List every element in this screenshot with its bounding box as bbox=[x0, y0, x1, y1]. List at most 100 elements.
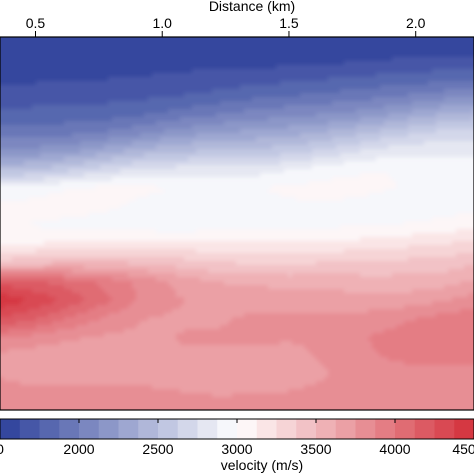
velocity-cell bbox=[400, 181, 405, 186]
velocity-cell bbox=[320, 189, 325, 194]
velocity-cell bbox=[340, 61, 345, 66]
velocity-cell bbox=[20, 177, 25, 182]
velocity-cell bbox=[428, 169, 433, 174]
velocity-cell bbox=[292, 85, 297, 90]
velocity-cell bbox=[72, 113, 77, 118]
velocity-cell bbox=[332, 49, 337, 54]
velocity-cell bbox=[96, 193, 101, 198]
velocity-cell bbox=[88, 73, 93, 78]
velocity-cell bbox=[64, 65, 69, 70]
velocity-cell bbox=[44, 61, 49, 66]
velocity-cell bbox=[104, 93, 109, 98]
velocity-cell bbox=[240, 165, 245, 170]
velocity-cell bbox=[356, 89, 361, 94]
velocity-cell bbox=[172, 185, 177, 190]
velocity-cell bbox=[128, 41, 133, 46]
velocity-cell bbox=[364, 121, 369, 126]
velocity-cell bbox=[420, 45, 425, 50]
velocity-cell bbox=[320, 89, 325, 94]
velocity-cell bbox=[296, 61, 301, 66]
velocity-cell bbox=[252, 77, 257, 82]
velocity-cell bbox=[168, 193, 173, 198]
velocity-cell bbox=[60, 113, 65, 118]
velocity-cell bbox=[424, 113, 429, 118]
velocity-cell bbox=[60, 77, 65, 82]
velocity-cell bbox=[52, 193, 57, 198]
velocity-cell bbox=[208, 157, 213, 162]
velocity-cell bbox=[80, 109, 85, 114]
velocity-cell bbox=[276, 53, 281, 58]
velocity-cell bbox=[100, 141, 105, 146]
velocity-cell bbox=[328, 57, 333, 62]
velocity-cell bbox=[440, 141, 445, 146]
velocity-cell bbox=[192, 105, 197, 110]
velocity-cell bbox=[92, 65, 97, 70]
velocity-cell bbox=[216, 149, 221, 154]
velocity-cell bbox=[220, 61, 225, 66]
velocity-cell bbox=[456, 69, 461, 74]
velocity-cell bbox=[100, 69, 105, 74]
velocity-cell bbox=[264, 173, 269, 178]
velocity-cell bbox=[88, 113, 93, 118]
velocity-cell bbox=[464, 85, 469, 90]
velocity-cell bbox=[244, 65, 249, 70]
velocity-cell bbox=[112, 185, 117, 190]
velocity-cell bbox=[276, 157, 281, 162]
velocity-cell bbox=[296, 153, 301, 158]
velocity-cell bbox=[408, 69, 413, 74]
velocity-cell bbox=[236, 77, 241, 82]
velocity-cell bbox=[264, 165, 269, 170]
velocity-cell bbox=[432, 77, 437, 82]
velocity-cell bbox=[348, 133, 353, 138]
velocity-cell bbox=[44, 177, 49, 182]
velocity-cell bbox=[76, 57, 81, 62]
velocity-cell bbox=[324, 53, 329, 58]
velocity-cell bbox=[300, 105, 305, 110]
velocity-cell bbox=[36, 117, 41, 122]
velocity-cell bbox=[44, 173, 49, 178]
velocity-cell bbox=[36, 133, 41, 138]
velocity-cell bbox=[188, 57, 193, 62]
velocity-cell bbox=[296, 97, 301, 102]
velocity-cell bbox=[28, 109, 33, 114]
velocity-cell bbox=[472, 93, 474, 98]
velocity-cell bbox=[124, 121, 129, 126]
velocity-cell bbox=[296, 117, 301, 122]
velocity-cell bbox=[344, 173, 349, 178]
velocity-cell bbox=[396, 81, 401, 86]
velocity-cell bbox=[72, 73, 77, 78]
velocity-cell bbox=[428, 45, 433, 50]
velocity-cell bbox=[124, 85, 129, 90]
velocity-cell bbox=[468, 157, 473, 162]
velocity-cell bbox=[320, 93, 325, 98]
velocity-cell bbox=[340, 41, 345, 46]
velocity-cell bbox=[208, 193, 213, 198]
velocity-cell bbox=[160, 37, 165, 42]
velocity-cell bbox=[224, 137, 229, 142]
velocity-cell bbox=[468, 121, 473, 126]
velocity-cell bbox=[176, 149, 181, 154]
velocity-cell bbox=[128, 177, 133, 182]
velocity-cell bbox=[180, 177, 185, 182]
velocity-cell bbox=[40, 193, 45, 198]
velocity-cell bbox=[224, 81, 229, 86]
velocity-cell bbox=[132, 153, 137, 158]
velocity-cell bbox=[320, 157, 325, 162]
velocity-cell bbox=[224, 101, 229, 106]
velocity-cell bbox=[272, 77, 277, 82]
velocity-cell bbox=[120, 133, 125, 138]
velocity-cell bbox=[112, 69, 117, 74]
velocity-cell bbox=[208, 65, 213, 70]
velocity-cell bbox=[136, 145, 141, 150]
velocity-cell bbox=[236, 73, 241, 78]
velocity-cell bbox=[152, 181, 157, 186]
velocity-cell bbox=[288, 133, 293, 138]
velocity-cell bbox=[144, 121, 149, 126]
velocity-cell bbox=[92, 193, 97, 198]
velocity-cell bbox=[136, 113, 141, 118]
velocity-cell bbox=[364, 177, 369, 182]
velocity-cell bbox=[132, 169, 137, 174]
velocity-cell bbox=[20, 69, 25, 74]
velocity-cell bbox=[256, 53, 261, 58]
velocity-cell bbox=[172, 137, 177, 142]
